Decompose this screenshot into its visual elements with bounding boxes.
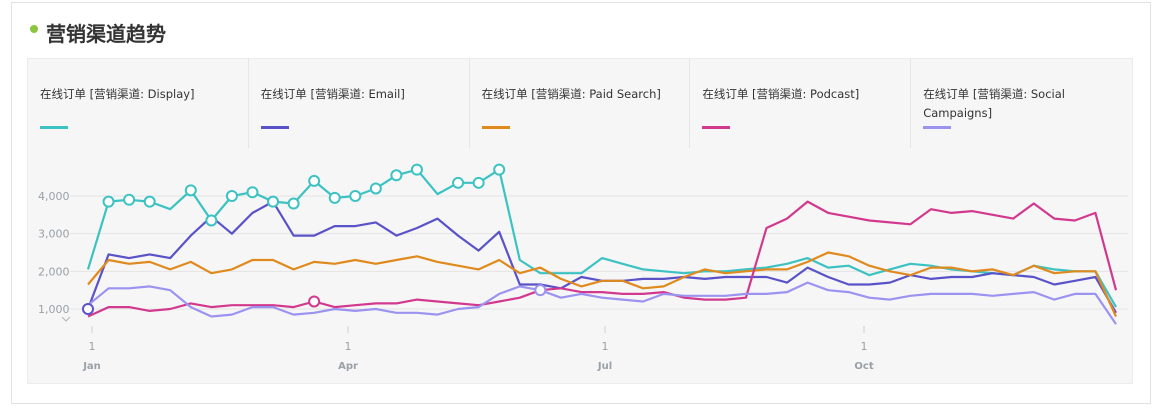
legend-swatch [40,126,68,129]
y-tick-label: 4,000 [38,190,70,203]
x-tick-month: Oct [854,361,873,372]
y-tick-label: 1,000 [38,303,70,316]
series-line [87,251,1118,317]
data-point [390,169,403,182]
x-tick-day: 1 [861,340,868,353]
legend-label: 在线订单 [营销渠道: Paid Search] [481,87,661,101]
legend-item[interactable]: 在线订单 [营销渠道: Social Campaigns] [911,58,1132,148]
legend-item[interactable]: 在线订单 [营销渠道: Email] [249,58,470,148]
x-tick-day: 1 [89,340,96,353]
data-point [246,186,259,199]
page-title: 营销渠道趋势 [46,22,166,46]
y-axis-caret-icon [61,316,71,322]
legend-item[interactable]: 在线订单 [营销渠道: Podcast] [690,58,912,148]
data-point [267,195,280,208]
data-point [225,190,238,202]
legend-label: 在线订单 [营销渠道: Social Campaigns] [923,87,1065,120]
legend-item[interactable]: 在线订单 [营销渠道: Paid Search] [470,58,691,148]
data-point [184,184,197,197]
legend-swatch [481,126,510,129]
legend-swatch [702,126,731,129]
data-point [349,190,362,202]
data-point [308,295,321,308]
legend-label: 在线订单 [营销渠道: Podcast] [702,87,860,101]
data-point [308,174,321,187]
data-point [123,193,136,206]
x-tick-month: Jan [82,361,101,372]
data-point [205,214,218,227]
legend-item[interactable]: 在线订单 [营销渠道: Display] [28,58,249,148]
y-tick-label: 2,000 [38,265,70,278]
title-dot-icon [30,25,38,33]
data-point [82,303,94,315]
y-tick-label: 3,000 [38,228,70,241]
data-point [534,284,547,297]
x-tick-month: Apr [338,361,358,372]
data-point [410,163,423,176]
series-line [87,200,1118,318]
series-line [87,281,1117,325]
x-tick-month: Jul [597,361,612,372]
data-point [328,191,341,204]
legend-label: 在线订单 [营销渠道: Display] [40,87,195,101]
legend-swatch [923,126,952,129]
data-point [493,163,506,176]
data-point [287,197,300,210]
data-point [369,182,382,195]
x-tick-day: 1 [345,340,352,353]
data-point [143,195,156,208]
legend-label: 在线订单 [营销渠道: Email] [260,87,405,101]
data-point [102,195,115,208]
data-point [472,176,485,189]
series-line [86,168,1117,308]
data-point [452,176,465,189]
legend-swatch [260,126,289,129]
x-tick-day: 1 [602,340,609,353]
